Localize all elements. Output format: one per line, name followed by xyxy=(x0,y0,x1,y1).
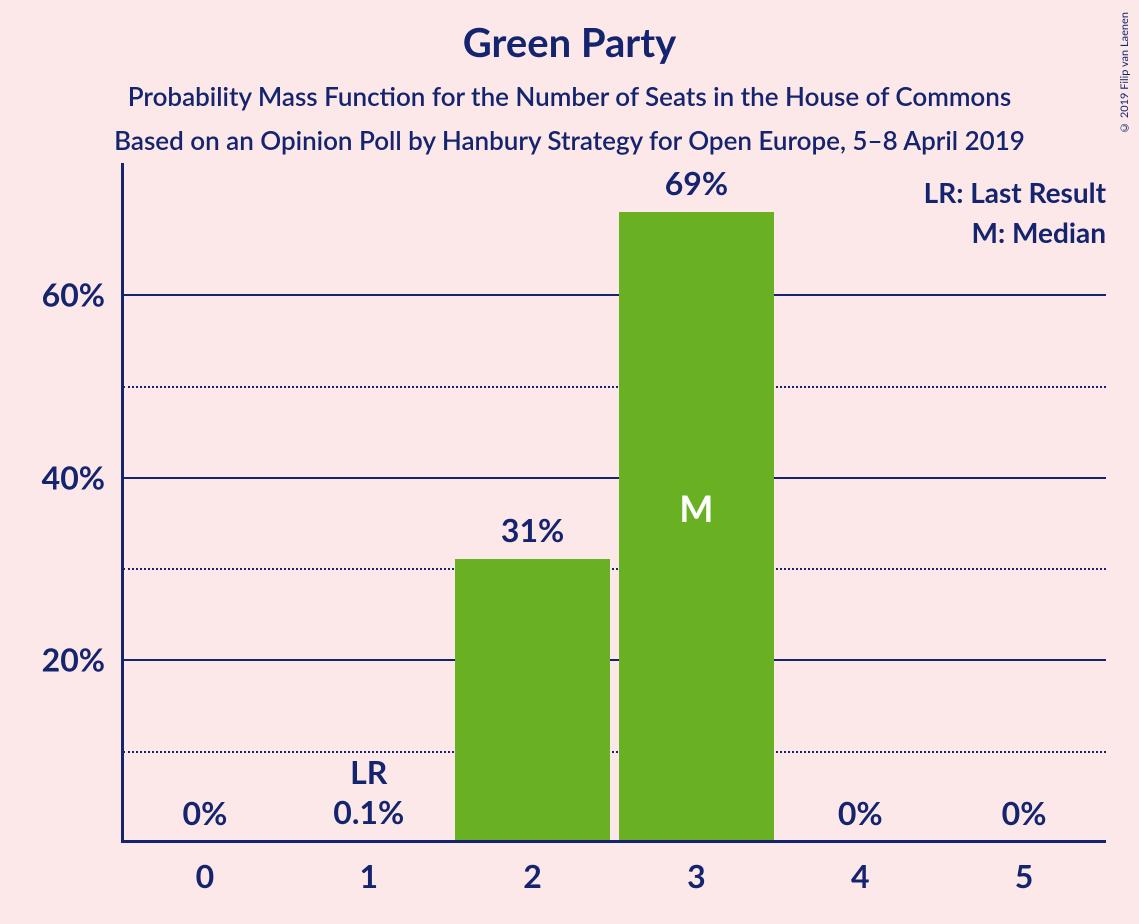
bar-chart: 20%40%60%0%00.1%LR131%269%M30%40%5LR: La… xyxy=(123,203,1106,842)
y-axis xyxy=(121,163,124,842)
bar-value-label: 69% xyxy=(665,163,728,202)
x-tick-label: 2 xyxy=(523,856,542,895)
bar-value-label: 0.1% xyxy=(333,792,404,831)
x-tick-label: 3 xyxy=(687,856,706,895)
bar-value-label: 0% xyxy=(1002,793,1047,832)
bar-median-marker: M xyxy=(679,486,713,530)
x-tick-label: 0 xyxy=(196,856,215,895)
x-axis xyxy=(121,840,1106,843)
chart-subtitle-2: Based on an Opinion Poll by Hanbury Stra… xyxy=(0,124,1139,156)
gridline-major xyxy=(123,477,1106,479)
copyright-text: © 2019 Filip van Laenen xyxy=(1118,12,1131,134)
bar-lr-marker: LR xyxy=(350,752,387,791)
gridline-major xyxy=(123,659,1106,661)
bar-value-label: 0% xyxy=(838,793,883,832)
x-tick-label: 4 xyxy=(851,856,870,895)
x-tick-label: 1 xyxy=(359,856,378,895)
chart-title: Green Party xyxy=(0,0,1139,66)
gridline-major xyxy=(123,294,1106,296)
legend-m: M: Median xyxy=(972,215,1106,249)
gridline-minor xyxy=(123,568,1106,570)
chart-subtitle-1: Probability Mass Function for the Number… xyxy=(0,80,1139,112)
bar-value-label: 0% xyxy=(183,793,228,832)
x-tick-label: 5 xyxy=(1015,856,1034,895)
y-tick-label: 40% xyxy=(42,457,105,496)
bar-value-label: 31% xyxy=(501,510,564,549)
gridline-minor xyxy=(123,751,1106,753)
bar xyxy=(455,559,611,842)
y-tick-label: 20% xyxy=(42,640,105,679)
y-tick-label: 60% xyxy=(42,275,105,314)
gridline-minor xyxy=(123,386,1106,388)
legend-lr: LR: Last Result xyxy=(924,175,1106,209)
